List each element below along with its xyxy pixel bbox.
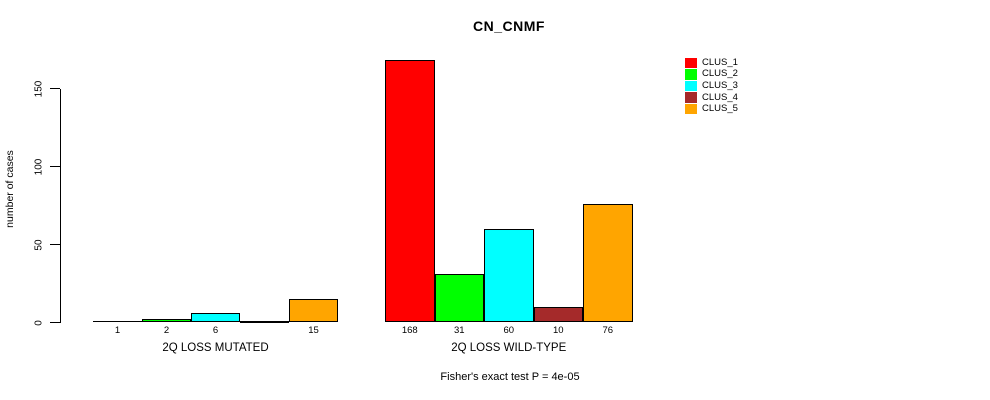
- legend-swatch: [685, 80, 697, 92]
- bar: [385, 60, 435, 323]
- bar-value-label: 168: [401, 325, 418, 336]
- legend-label: CLUS_4: [702, 91, 738, 103]
- bar: [142, 319, 191, 323]
- legend: CLUS_1 CLUS_2 CLUS_3 CLUS_4 CLUS_5: [685, 57, 738, 115]
- legend-item: CLUS_5: [685, 103, 738, 115]
- bar: [533, 306, 583, 323]
- legend-item: CLUS_1: [685, 57, 738, 69]
- legend-item: CLUS_2: [685, 69, 738, 81]
- legend-label: CLUS_3: [702, 79, 738, 91]
- bar-value-label: 31: [453, 325, 465, 336]
- bar-value-label: 2: [163, 325, 170, 336]
- bar: [191, 313, 240, 323]
- bar: [93, 320, 142, 323]
- y-axis-tick-label: 100: [33, 158, 45, 175]
- bar: [434, 274, 484, 323]
- x-axis-group-label: 2Q LOSS MUTATED: [162, 342, 269, 354]
- bar: [240, 321, 289, 323]
- y-axis-tick: [50, 321, 60, 324]
- y-axis-tick-label: 150: [33, 80, 45, 97]
- chart-title: CN_CNMF: [473, 18, 545, 34]
- bar-value-label: 60: [503, 325, 515, 336]
- legend-swatch: [685, 103, 697, 115]
- bar-value-label: 1: [114, 325, 121, 336]
- bar: [484, 228, 534, 323]
- y-axis-line: [59, 88, 61, 323]
- bar: [289, 299, 338, 323]
- legend-label: CLUS_2: [702, 68, 738, 80]
- bar-value-label: 10: [552, 325, 564, 336]
- legend-label: CLUS_5: [702, 103, 738, 115]
- y-axis-tick: [50, 165, 60, 168]
- y-axis-tick-label: 0: [33, 319, 45, 326]
- legend-item: CLUS_4: [685, 92, 738, 104]
- legend-label: CLUS_1: [702, 56, 738, 68]
- bar-value-label: 6: [212, 325, 219, 336]
- y-axis-tick-label: 50: [33, 238, 45, 251]
- bar: [583, 203, 633, 323]
- legend-swatch: [685, 92, 697, 103]
- fisher-test-annotation: Fisher's exact test P = 4e-05: [440, 371, 580, 383]
- bar-value-label: 15: [308, 325, 319, 336]
- x-axis-group-label: 2Q LOSS WILD-TYPE: [451, 342, 567, 354]
- legend-item: CLUS_3: [685, 80, 738, 92]
- y-axis-tick: [50, 87, 60, 90]
- legend-swatch: [685, 57, 697, 69]
- legend-swatch: [685, 69, 697, 80]
- bar-value-label: 76: [602, 325, 614, 336]
- y-axis-title: number of cases: [4, 150, 16, 228]
- y-axis-tick: [50, 243, 60, 246]
